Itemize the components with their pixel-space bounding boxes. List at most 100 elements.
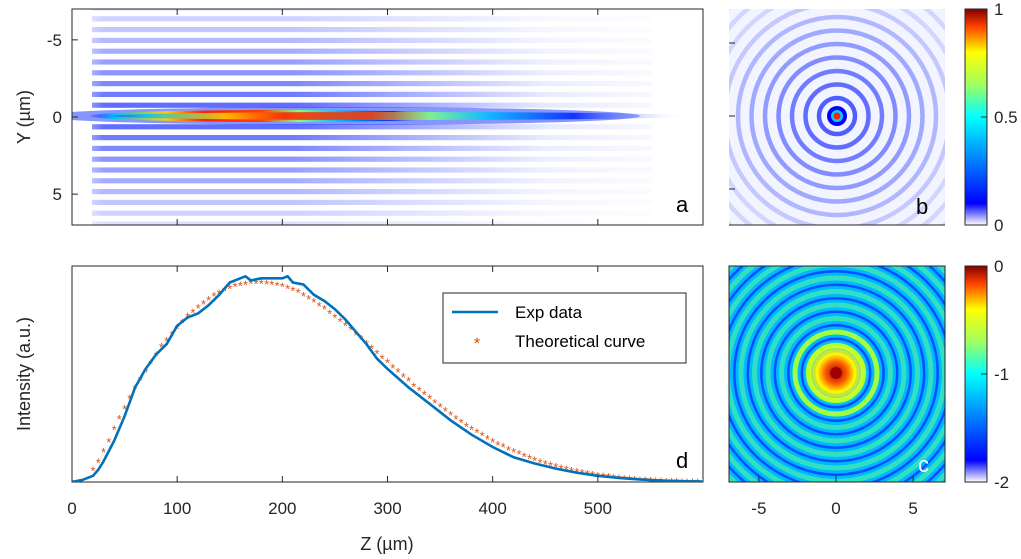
- ring-dark: [787, 324, 885, 422]
- panel-b: b 00.51: [729, 0, 1018, 235]
- ring: [792, 329, 880, 417]
- theory-point: *: [438, 400, 443, 415]
- colorbar-tick-label: -2: [994, 473, 1009, 492]
- legend-theory-label: Theoretical curve: [515, 332, 645, 351]
- theory-point: *: [432, 396, 437, 411]
- colorbar-tick-label: 0.5: [994, 108, 1018, 127]
- theory-point: *: [385, 356, 390, 371]
- ring: [735, 14, 939, 218]
- theory-point: *: [690, 476, 695, 491]
- theory-point: *: [259, 277, 264, 292]
- theory-point: *: [211, 289, 216, 304]
- theory-point: *: [296, 286, 301, 301]
- panel-d-x-axis: 0 100 200 300 400 500: [67, 266, 612, 518]
- theory-point: *: [501, 440, 506, 455]
- theory-point: *: [669, 475, 674, 490]
- theory-point: *: [532, 453, 537, 468]
- theory-point: *: [311, 295, 316, 310]
- theory-point: *: [527, 451, 532, 466]
- theory-point: *: [643, 474, 648, 489]
- panel-d-x-label: Z (µm): [360, 534, 413, 554]
- theory-point: *: [401, 370, 406, 385]
- theory-point: *: [232, 280, 237, 295]
- ring-dark: [746, 283, 926, 463]
- ring: [816, 95, 858, 137]
- x-tick-label: 100: [163, 499, 191, 518]
- panel-a-heatmap: [72, 9, 703, 225]
- panel-a-y-axis: -5 0 5: [47, 9, 599, 225]
- theory-point: *: [395, 365, 400, 380]
- ring: [752, 289, 920, 457]
- x-tick-label: 500: [584, 499, 612, 518]
- theory-point: *: [290, 284, 295, 299]
- panel-c-colorbar-ticks: -2 -1 0: [981, 257, 1009, 492]
- theory-point: *: [317, 299, 322, 314]
- theory-point: *: [248, 277, 253, 292]
- theory-point: *: [390, 361, 395, 376]
- theory-point: *: [122, 402, 127, 417]
- theory-point: *: [453, 412, 458, 427]
- ring-dark: [733, 270, 939, 476]
- theory-point: *: [206, 293, 211, 308]
- theory-point: *: [627, 473, 632, 488]
- panel-b-letter: b: [916, 194, 928, 219]
- theory-point: *: [332, 310, 337, 325]
- panel-b-colorbar-ticks: 00.51: [729, 0, 1018, 235]
- theory-point: *: [406, 374, 411, 389]
- theory-point: *: [464, 419, 469, 434]
- ring: [738, 275, 934, 471]
- theory-point: *: [700, 476, 705, 491]
- panel-c-letter: c: [918, 452, 929, 477]
- ring: [762, 41, 912, 191]
- theory-point: *: [653, 474, 658, 489]
- ring: [803, 82, 871, 150]
- theory-point: *: [695, 476, 700, 491]
- y-tick-label: 0: [53, 108, 62, 127]
- theory-point: *: [343, 319, 348, 334]
- legend: Exp data * Theoretical curve: [442, 292, 687, 364]
- theory-point: *: [348, 323, 353, 338]
- ring: [789, 68, 885, 164]
- theory-point: *: [106, 435, 111, 450]
- x-tick-label: 0: [831, 499, 840, 518]
- colorbar-tick-label: 1: [994, 0, 1003, 19]
- theory-point: *: [674, 475, 679, 490]
- theory-point: *: [201, 297, 206, 312]
- theory-point: *: [322, 302, 327, 317]
- theory-point: *: [222, 284, 227, 299]
- theory-point: *: [112, 423, 117, 438]
- x-tick-label: 0: [67, 499, 76, 518]
- theory-point: *: [227, 282, 232, 297]
- theory-point: *: [516, 447, 521, 462]
- theory-point: *: [301, 289, 306, 304]
- theory-point: *: [632, 473, 637, 488]
- theory-point: *: [664, 475, 669, 490]
- theory-point: *: [253, 277, 258, 292]
- theory-point: *: [522, 449, 527, 464]
- theory-point: *: [417, 383, 422, 398]
- panel-c-heatmap: [729, 266, 945, 482]
- ring-dark: [773, 310, 899, 436]
- x-tick-label: 200: [268, 499, 296, 518]
- theory-point: *: [506, 443, 511, 458]
- panel-c-x-axis: -5 0 5: [751, 476, 918, 518]
- theory-point: *: [495, 438, 500, 453]
- ring-dark: [760, 297, 912, 449]
- y-tick-label: -5: [47, 31, 62, 50]
- ring: [779, 316, 893, 430]
- theory-point: *: [148, 357, 153, 372]
- theory-point: *: [353, 328, 358, 343]
- theory-point: *: [280, 280, 285, 295]
- theory-point: *: [469, 423, 474, 438]
- theory-point: *: [327, 306, 332, 321]
- theory-point: *: [422, 388, 427, 403]
- theory-point: *: [490, 435, 495, 450]
- theory-point: *: [243, 278, 248, 293]
- theory-point: *: [269, 278, 274, 293]
- theory-point: *: [427, 392, 432, 407]
- theory-point: *: [117, 412, 122, 427]
- theory-point: *: [443, 404, 448, 419]
- theory-point: *: [411, 379, 416, 394]
- theory-point: *: [474, 426, 479, 441]
- x-tick-label: 5: [908, 499, 917, 518]
